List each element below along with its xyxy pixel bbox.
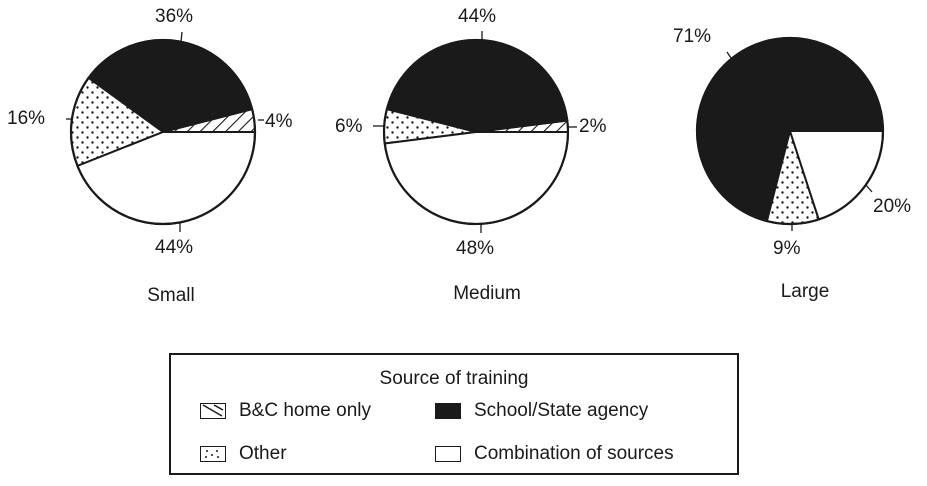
slice-percent-label: 9%: [773, 238, 801, 259]
slice-percent-label: 71%: [673, 26, 712, 47]
leader-tick: [865, 184, 873, 193]
pie-medium: [373, 31, 577, 233]
pie-large: [695, 36, 885, 231]
legend-item-other: Other: [200, 444, 287, 464]
pie-caption-large: Large: [780, 281, 830, 302]
slice-percent-label: 36%: [155, 6, 194, 27]
legend: Source of training B&C home only School/…: [169, 353, 739, 475]
legend-label: Other: [239, 443, 287, 464]
slice-combination: [383, 131, 569, 225]
slice-percent-label: 20%: [873, 196, 912, 217]
legend-item-combination: Combination of sources: [435, 444, 674, 464]
leader-tick: [180, 31, 183, 43]
leader-tick: [726, 51, 734, 62]
legend-label: School/State agency: [474, 400, 649, 421]
diagonal-hatch-swatch-icon: [200, 403, 226, 419]
pie-small: [66, 31, 264, 232]
slice-percent-label: 48%: [456, 238, 495, 259]
legend-label: B&C home only: [239, 400, 372, 421]
solid-black-swatch-icon: [435, 403, 461, 419]
legend-title: Source of training: [379, 368, 529, 389]
slice-percent-label: 44%: [458, 6, 497, 27]
pie-caption-medium: Medium: [453, 283, 521, 304]
slice-percent-label: 16%: [7, 108, 46, 129]
pie-caption-small: Small: [147, 285, 195, 306]
slice-percent-label: 6%: [335, 116, 363, 137]
slice-percent-label: 2%: [579, 116, 607, 137]
slice-percent-label: 44%: [155, 237, 194, 258]
legend-item-bc-home: B&C home only: [200, 401, 371, 421]
white-swatch-icon: [435, 446, 461, 462]
legend-item-school-state: School/State agency: [435, 401, 648, 421]
slice-percent-label: 4%: [265, 111, 293, 132]
dotted-swatch-icon: [200, 446, 226, 462]
legend-label: Combination of sources: [474, 443, 674, 464]
